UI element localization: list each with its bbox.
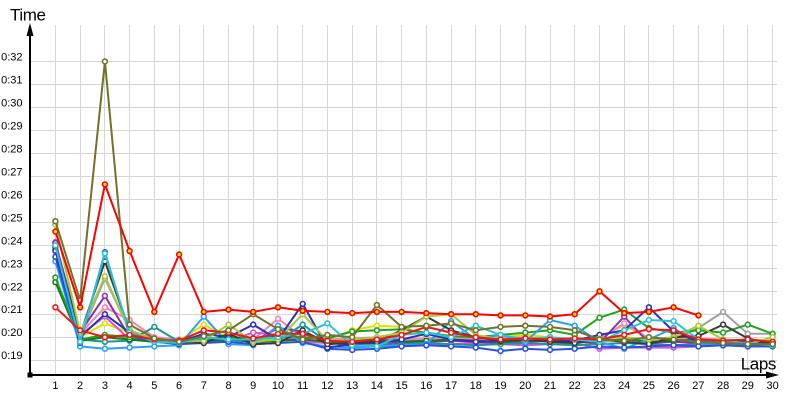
svg-text:0:20: 0:20 [1,327,22,339]
svg-text:0:23: 0:23 [1,258,22,270]
svg-text:9: 9 [250,380,256,392]
svg-text:0:29: 0:29 [1,120,22,132]
svg-text:27: 27 [692,380,704,392]
svg-text:15: 15 [395,380,407,392]
svg-text:8: 8 [225,380,231,392]
svg-text:1: 1 [52,380,58,392]
svg-text:Laps: Laps [741,355,776,374]
svg-text:0:31: 0:31 [1,74,22,86]
svg-text:Time: Time [10,6,46,25]
svg-text:0:28: 0:28 [1,143,22,155]
svg-text:5: 5 [151,380,157,392]
svg-text:2: 2 [77,380,83,392]
svg-text:19: 19 [494,380,506,392]
svg-text:24: 24 [618,380,630,392]
svg-text:0:30: 0:30 [1,97,22,109]
svg-text:16: 16 [420,380,432,392]
svg-text:0:25: 0:25 [1,212,22,224]
svg-text:3: 3 [102,380,108,392]
svg-text:0:27: 0:27 [1,166,22,178]
svg-text:28: 28 [717,380,729,392]
svg-text:30: 30 [766,380,778,392]
svg-text:26: 26 [667,380,679,392]
svg-text:17: 17 [445,380,457,392]
svg-text:23: 23 [593,380,605,392]
svg-text:0:19: 0:19 [1,350,22,362]
svg-text:11: 11 [297,380,308,392]
svg-text:0:26: 0:26 [1,189,22,201]
svg-text:21: 21 [544,380,556,392]
svg-text:29: 29 [742,380,754,392]
svg-text:6: 6 [176,380,182,392]
svg-text:22: 22 [569,380,581,392]
svg-text:25: 25 [643,380,655,392]
svg-text:14: 14 [371,380,383,392]
svg-text:0:22: 0:22 [1,281,22,293]
svg-text:20: 20 [519,380,531,392]
svg-text:10: 10 [272,380,284,392]
svg-text:13: 13 [346,380,358,392]
svg-text:0:24: 0:24 [1,235,22,247]
svg-text:4: 4 [127,380,133,392]
svg-text:18: 18 [470,380,482,392]
svg-text:0:21: 0:21 [1,304,22,316]
svg-text:0:32: 0:32 [1,52,22,64]
svg-text:7: 7 [201,380,207,392]
svg-text:12: 12 [321,380,333,392]
